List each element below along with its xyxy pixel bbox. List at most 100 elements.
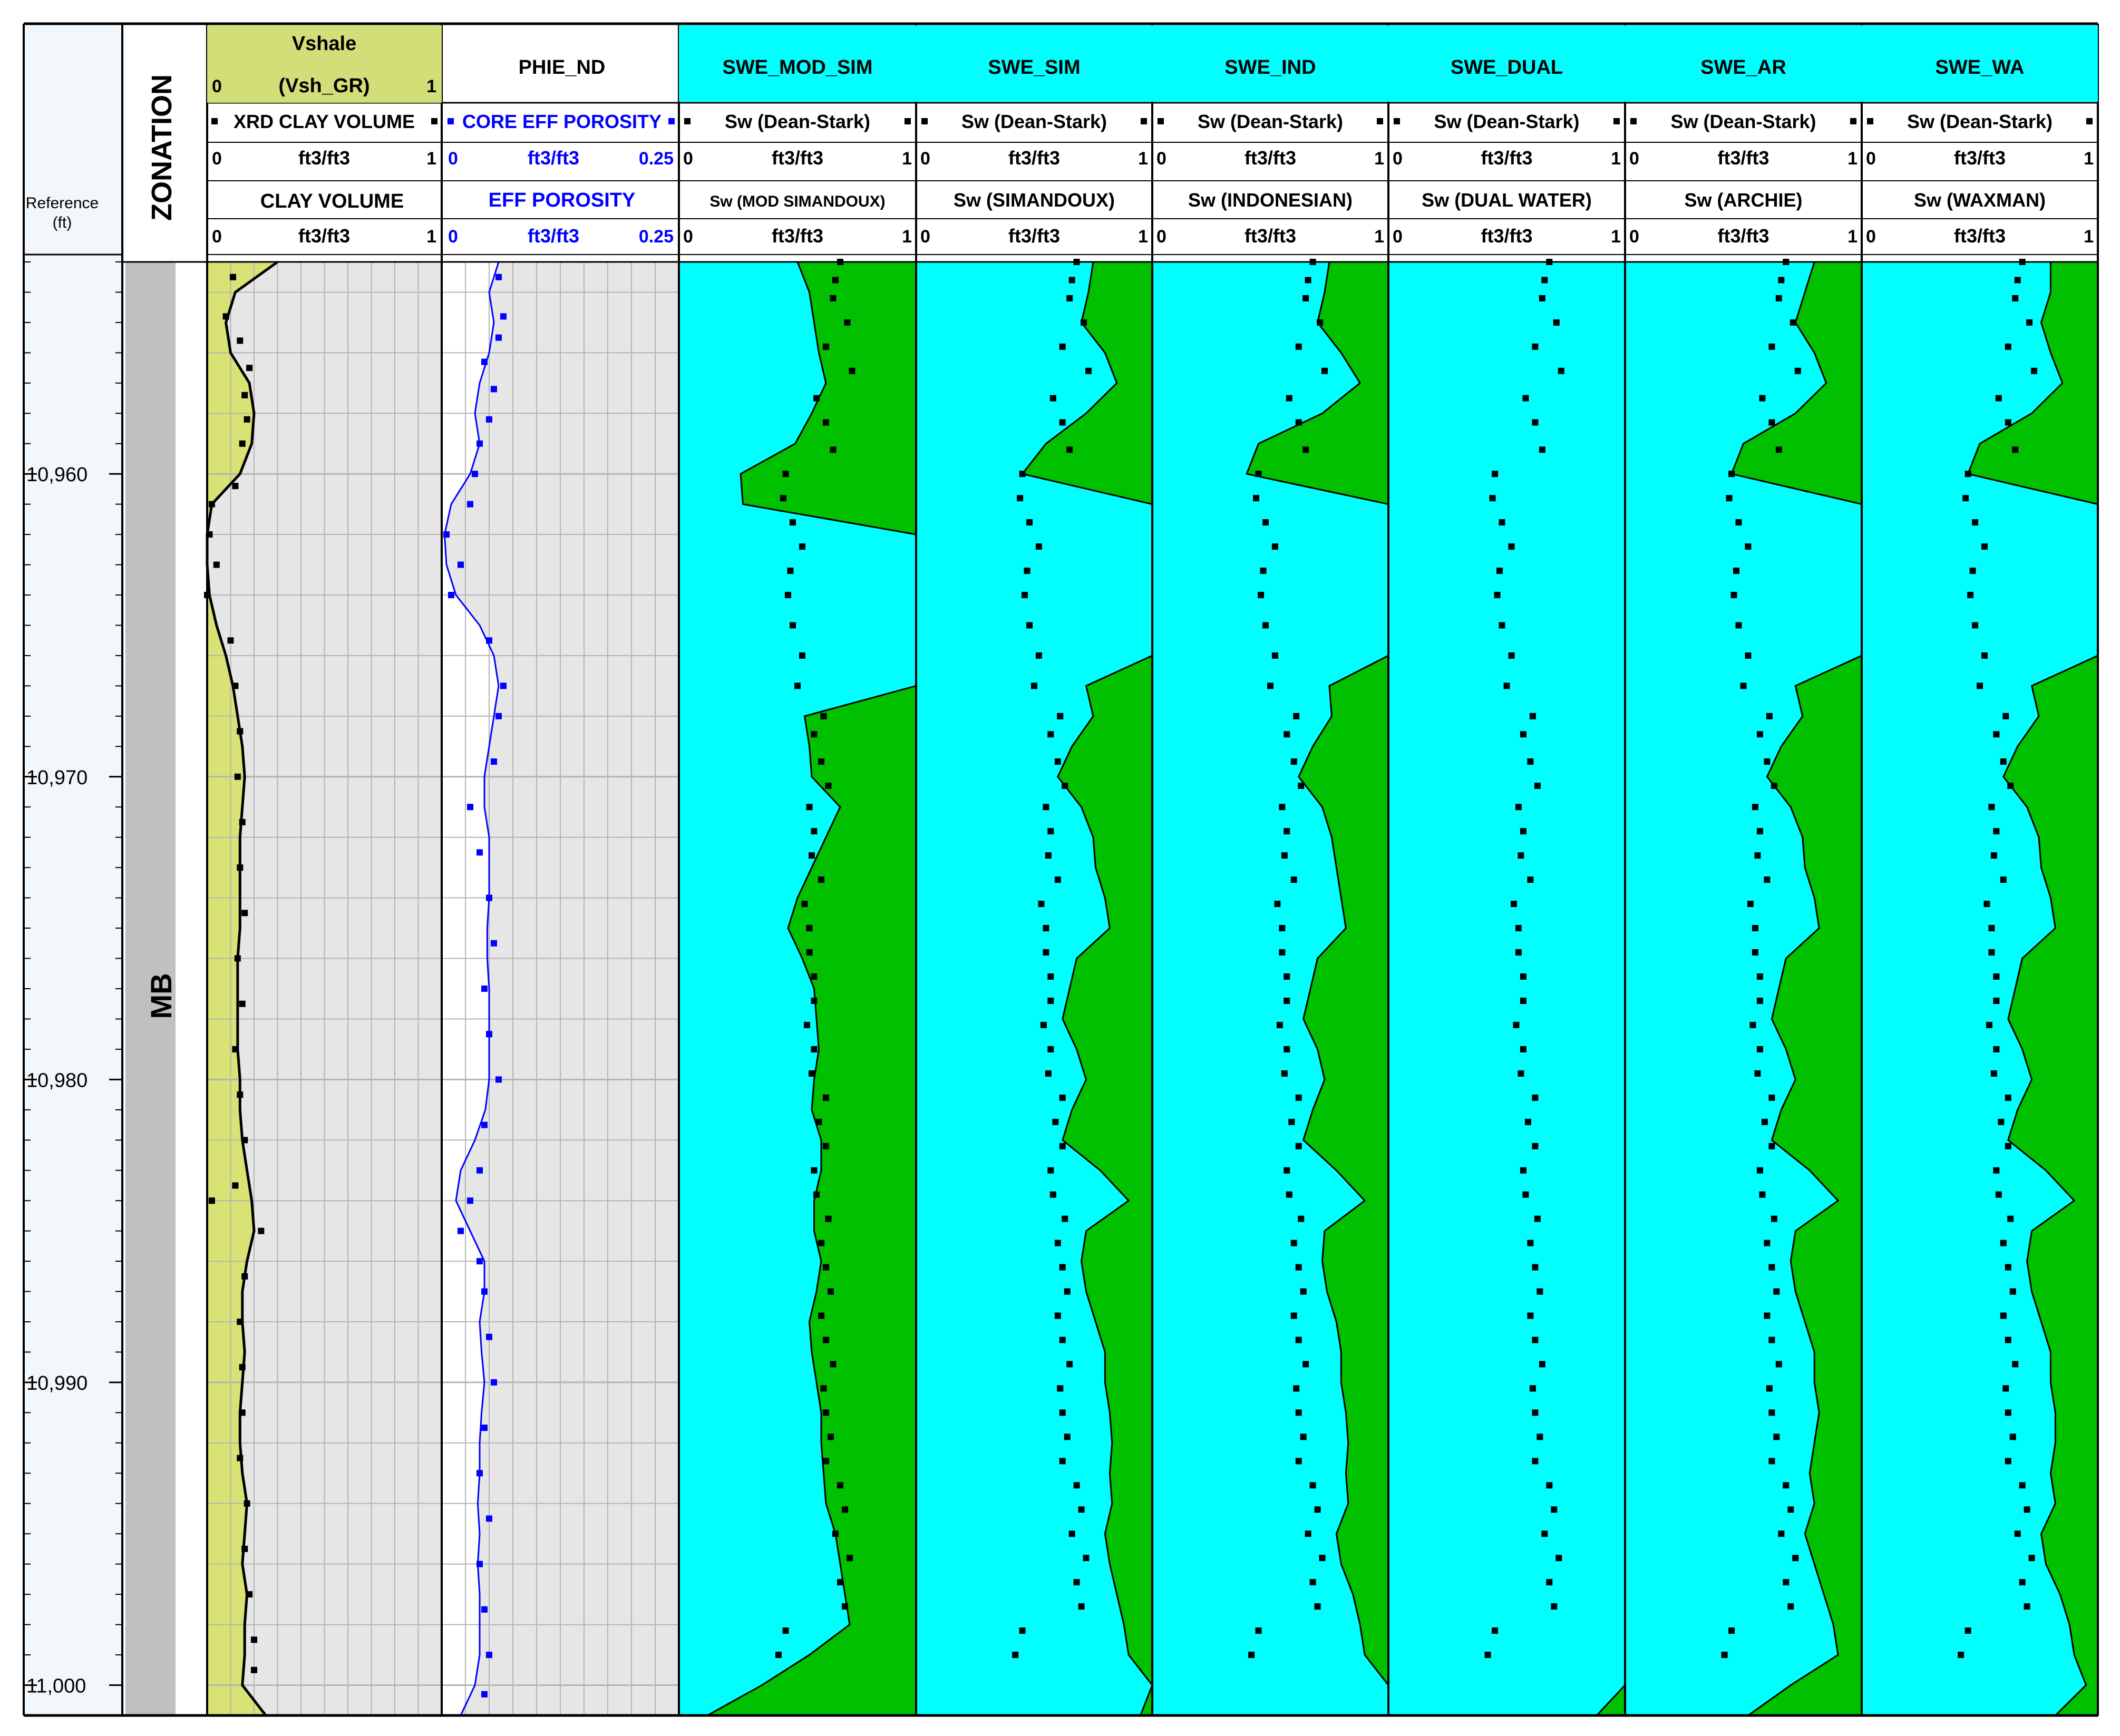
sw-core-marker-right — [905, 118, 911, 124]
sw-core-point — [1532, 343, 1539, 350]
sw-core-point — [1059, 1458, 1066, 1465]
sw-core-max: 1 — [902, 149, 912, 169]
vshale-curve-min: 0 — [212, 76, 222, 96]
sw-core-point — [1792, 1555, 1799, 1562]
sw-core-point — [811, 1167, 818, 1174]
sw-core-point — [1047, 1046, 1054, 1052]
sw-core-point — [830, 1361, 837, 1368]
sw-core-point — [1309, 1579, 1316, 1586]
vshale-curve-label: (Vsh_GR) — [278, 75, 369, 97]
sw-core-point — [1492, 1627, 1499, 1634]
sw-core-point — [1274, 901, 1281, 908]
sw-core-marker-right — [2086, 118, 2093, 124]
sw-core-point — [1253, 495, 1260, 502]
sw-core-point — [809, 852, 815, 859]
sw-curve-label: Sw (DUAL WATER) — [1422, 189, 1592, 211]
sw-core-point — [1532, 1094, 1539, 1101]
sw-core-min: 0 — [1156, 149, 1166, 169]
sw-core-point — [2005, 343, 2011, 350]
sw-core-point — [825, 1215, 832, 1222]
sw-track-title: SWE_DUAL — [1451, 56, 1563, 79]
sw-core-point — [1271, 652, 1278, 659]
sw-core-point — [1026, 519, 1033, 526]
sw-core-point — [1771, 783, 1777, 789]
core-porosity-point — [495, 274, 502, 280]
sw-core-point — [1043, 925, 1049, 932]
sw-core-point — [1522, 395, 1529, 402]
sw-core-point — [1518, 852, 1524, 859]
xrd-clay-point — [239, 440, 246, 447]
sw-core-point — [1969, 568, 1976, 574]
sw-core-min: 0 — [1393, 149, 1403, 169]
sw-core-point — [801, 901, 808, 908]
sw-core-min: 0 — [1629, 149, 1639, 169]
sw-core-point — [1012, 1652, 1019, 1659]
sw-core-min: 0 — [920, 149, 930, 169]
sw-core-point — [1068, 277, 1075, 284]
sw-core-point — [1988, 949, 1995, 956]
vshale-core-marker-left — [211, 118, 218, 124]
xrd-clay-point — [246, 365, 253, 372]
sw-core-point — [1302, 295, 1309, 301]
sw-core-point — [837, 1579, 843, 1586]
phie-curve-unit: ft3/ft3 — [528, 225, 579, 247]
sw-core-point — [1527, 1312, 1534, 1319]
core-porosity-point — [495, 713, 502, 719]
sw-core-point — [1059, 343, 1066, 350]
sw-core-point — [1017, 495, 1024, 502]
sw-core-point — [1047, 997, 1054, 1004]
sw-core-point — [1775, 295, 1782, 301]
sw-core-point — [782, 471, 789, 477]
core-porosity-point — [481, 1425, 488, 1431]
zone-bar — [125, 262, 176, 1715]
sw-core-point — [1049, 395, 1056, 402]
core-porosity-point — [481, 1691, 488, 1698]
sw-core-point — [1059, 1337, 1066, 1343]
sw-core-point — [1515, 925, 1522, 932]
phie-core-label: CORE EFF POROSITY — [462, 111, 662, 132]
sw-core-point — [1749, 1021, 1756, 1028]
sw-hydrocarbon-fill — [1020, 261, 1153, 1717]
sw-core-point — [2024, 1603, 2030, 1610]
xrd-clay-point — [237, 1091, 244, 1098]
sw-core-marker-right — [1850, 118, 1856, 124]
sw-core-point — [1064, 1288, 1071, 1295]
sw-core-point — [849, 367, 855, 374]
sw-core-point — [1022, 592, 1028, 599]
vshale-second-min: 0 — [212, 227, 222, 247]
sw-core-point — [1522, 1191, 1529, 1198]
sw-core-point — [1536, 1433, 1543, 1440]
phie-curve-max: 0.25 — [639, 227, 674, 247]
sw-core-point — [1260, 568, 1267, 574]
sw-core-point — [1290, 1240, 1297, 1246]
sw-core-point — [1993, 997, 2000, 1004]
vshale-title: Vshale — [292, 33, 357, 55]
sw-core-point — [1281, 1070, 1288, 1077]
depth-axis-label-line1: Reference — [26, 194, 99, 212]
xrd-clay-point — [222, 313, 229, 320]
sw-core-point — [1047, 731, 1054, 738]
sw-core-point — [1045, 1070, 1052, 1077]
xrd-clay-point — [241, 1137, 248, 1144]
sw-core-point — [1057, 1385, 1064, 1392]
sw-core-point — [1735, 622, 1742, 629]
core-porosity-point — [476, 440, 483, 447]
sw-core-point — [820, 713, 827, 719]
sw-core-point — [1271, 543, 1278, 550]
sw-core-point — [1536, 1288, 1543, 1295]
sw-core-point — [832, 1530, 839, 1537]
core-porosity-point — [500, 313, 507, 320]
sw-core-point — [1295, 1143, 1302, 1149]
sw-core-point — [1295, 1337, 1302, 1343]
sw-curve-unit: ft3/ft3 — [1481, 225, 1533, 247]
sw-core-point — [2009, 1433, 2016, 1440]
sw-core-point — [1302, 446, 1309, 453]
sw-core-point — [1771, 1215, 1777, 1222]
sw-core-point — [1965, 1627, 1971, 1634]
phie-curve-min: 0 — [448, 227, 458, 247]
sw-core-point — [1986, 1021, 1992, 1028]
xrd-clay-point — [251, 1636, 257, 1643]
sw-core-point — [818, 758, 824, 765]
xrd-clay-point — [258, 1227, 265, 1234]
core-porosity-point — [476, 1470, 483, 1477]
